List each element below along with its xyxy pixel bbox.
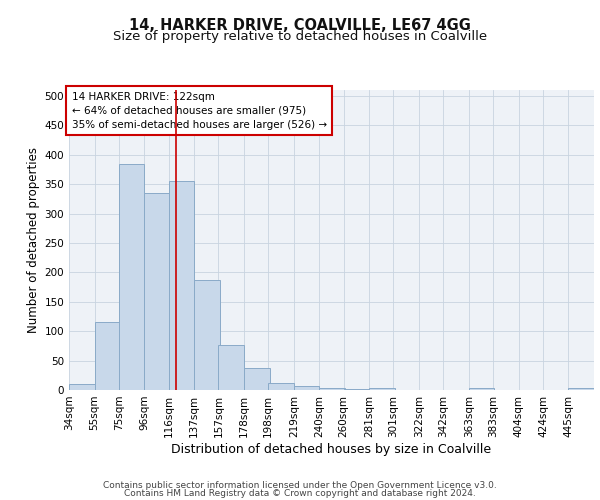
Bar [244, 368, 269, 390]
Bar [69, 384, 95, 390]
Y-axis label: Number of detached properties: Number of detached properties [27, 147, 40, 333]
X-axis label: Distribution of detached houses by size in Coalville: Distribution of detached houses by size … [172, 442, 491, 456]
Bar [119, 164, 145, 390]
Bar [218, 344, 244, 390]
Bar [294, 386, 319, 390]
Bar [344, 389, 369, 390]
Text: 14, HARKER DRIVE, COALVILLE, LE67 4GG: 14, HARKER DRIVE, COALVILLE, LE67 4GG [129, 18, 471, 32]
Bar [194, 280, 220, 390]
Bar [319, 388, 345, 390]
Text: Size of property relative to detached houses in Coalville: Size of property relative to detached ho… [113, 30, 487, 43]
Bar [568, 388, 594, 390]
Text: Contains public sector information licensed under the Open Government Licence v3: Contains public sector information licen… [103, 481, 497, 490]
Text: Contains HM Land Registry data © Crown copyright and database right 2024.: Contains HM Land Registry data © Crown c… [124, 488, 476, 498]
Bar [268, 383, 294, 390]
Bar [145, 193, 170, 390]
Bar [95, 322, 120, 390]
Bar [369, 388, 395, 390]
Bar [469, 388, 494, 390]
Bar [169, 181, 194, 390]
Text: 14 HARKER DRIVE: 122sqm
← 64% of detached houses are smaller (975)
35% of semi-d: 14 HARKER DRIVE: 122sqm ← 64% of detache… [71, 92, 327, 130]
